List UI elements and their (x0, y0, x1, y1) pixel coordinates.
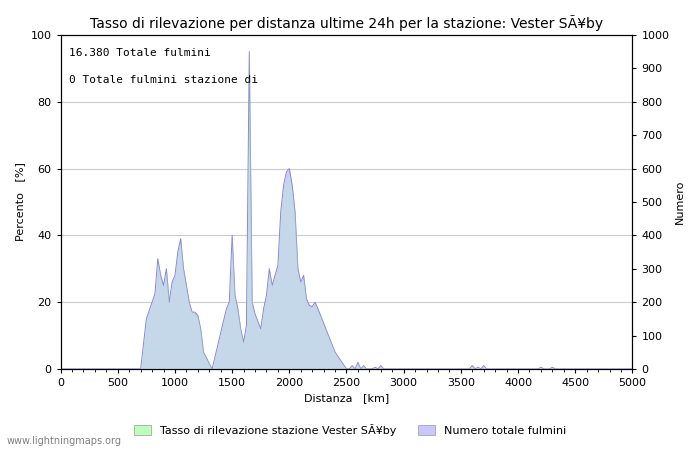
Legend: Tasso di rilevazione stazione Vester SÃ¥by, Numero totale fulmini: Tasso di rilevazione stazione Vester SÃ¥… (130, 419, 570, 440)
Y-axis label: Percento   [%]: Percento [%] (15, 162, 25, 241)
X-axis label: Distanza   [km]: Distanza [km] (304, 393, 389, 404)
Text: 0 Totale fulmini stazione di: 0 Totale fulmini stazione di (69, 75, 258, 85)
Y-axis label: Numero: Numero (675, 180, 685, 224)
Text: www.lightningmaps.org: www.lightningmaps.org (7, 436, 122, 446)
Text: 16.380 Totale fulmini: 16.380 Totale fulmini (69, 48, 211, 58)
Title: Tasso di rilevazione per distanza ultime 24h per la stazione: Vester SÃ¥by: Tasso di rilevazione per distanza ultime… (90, 15, 603, 31)
